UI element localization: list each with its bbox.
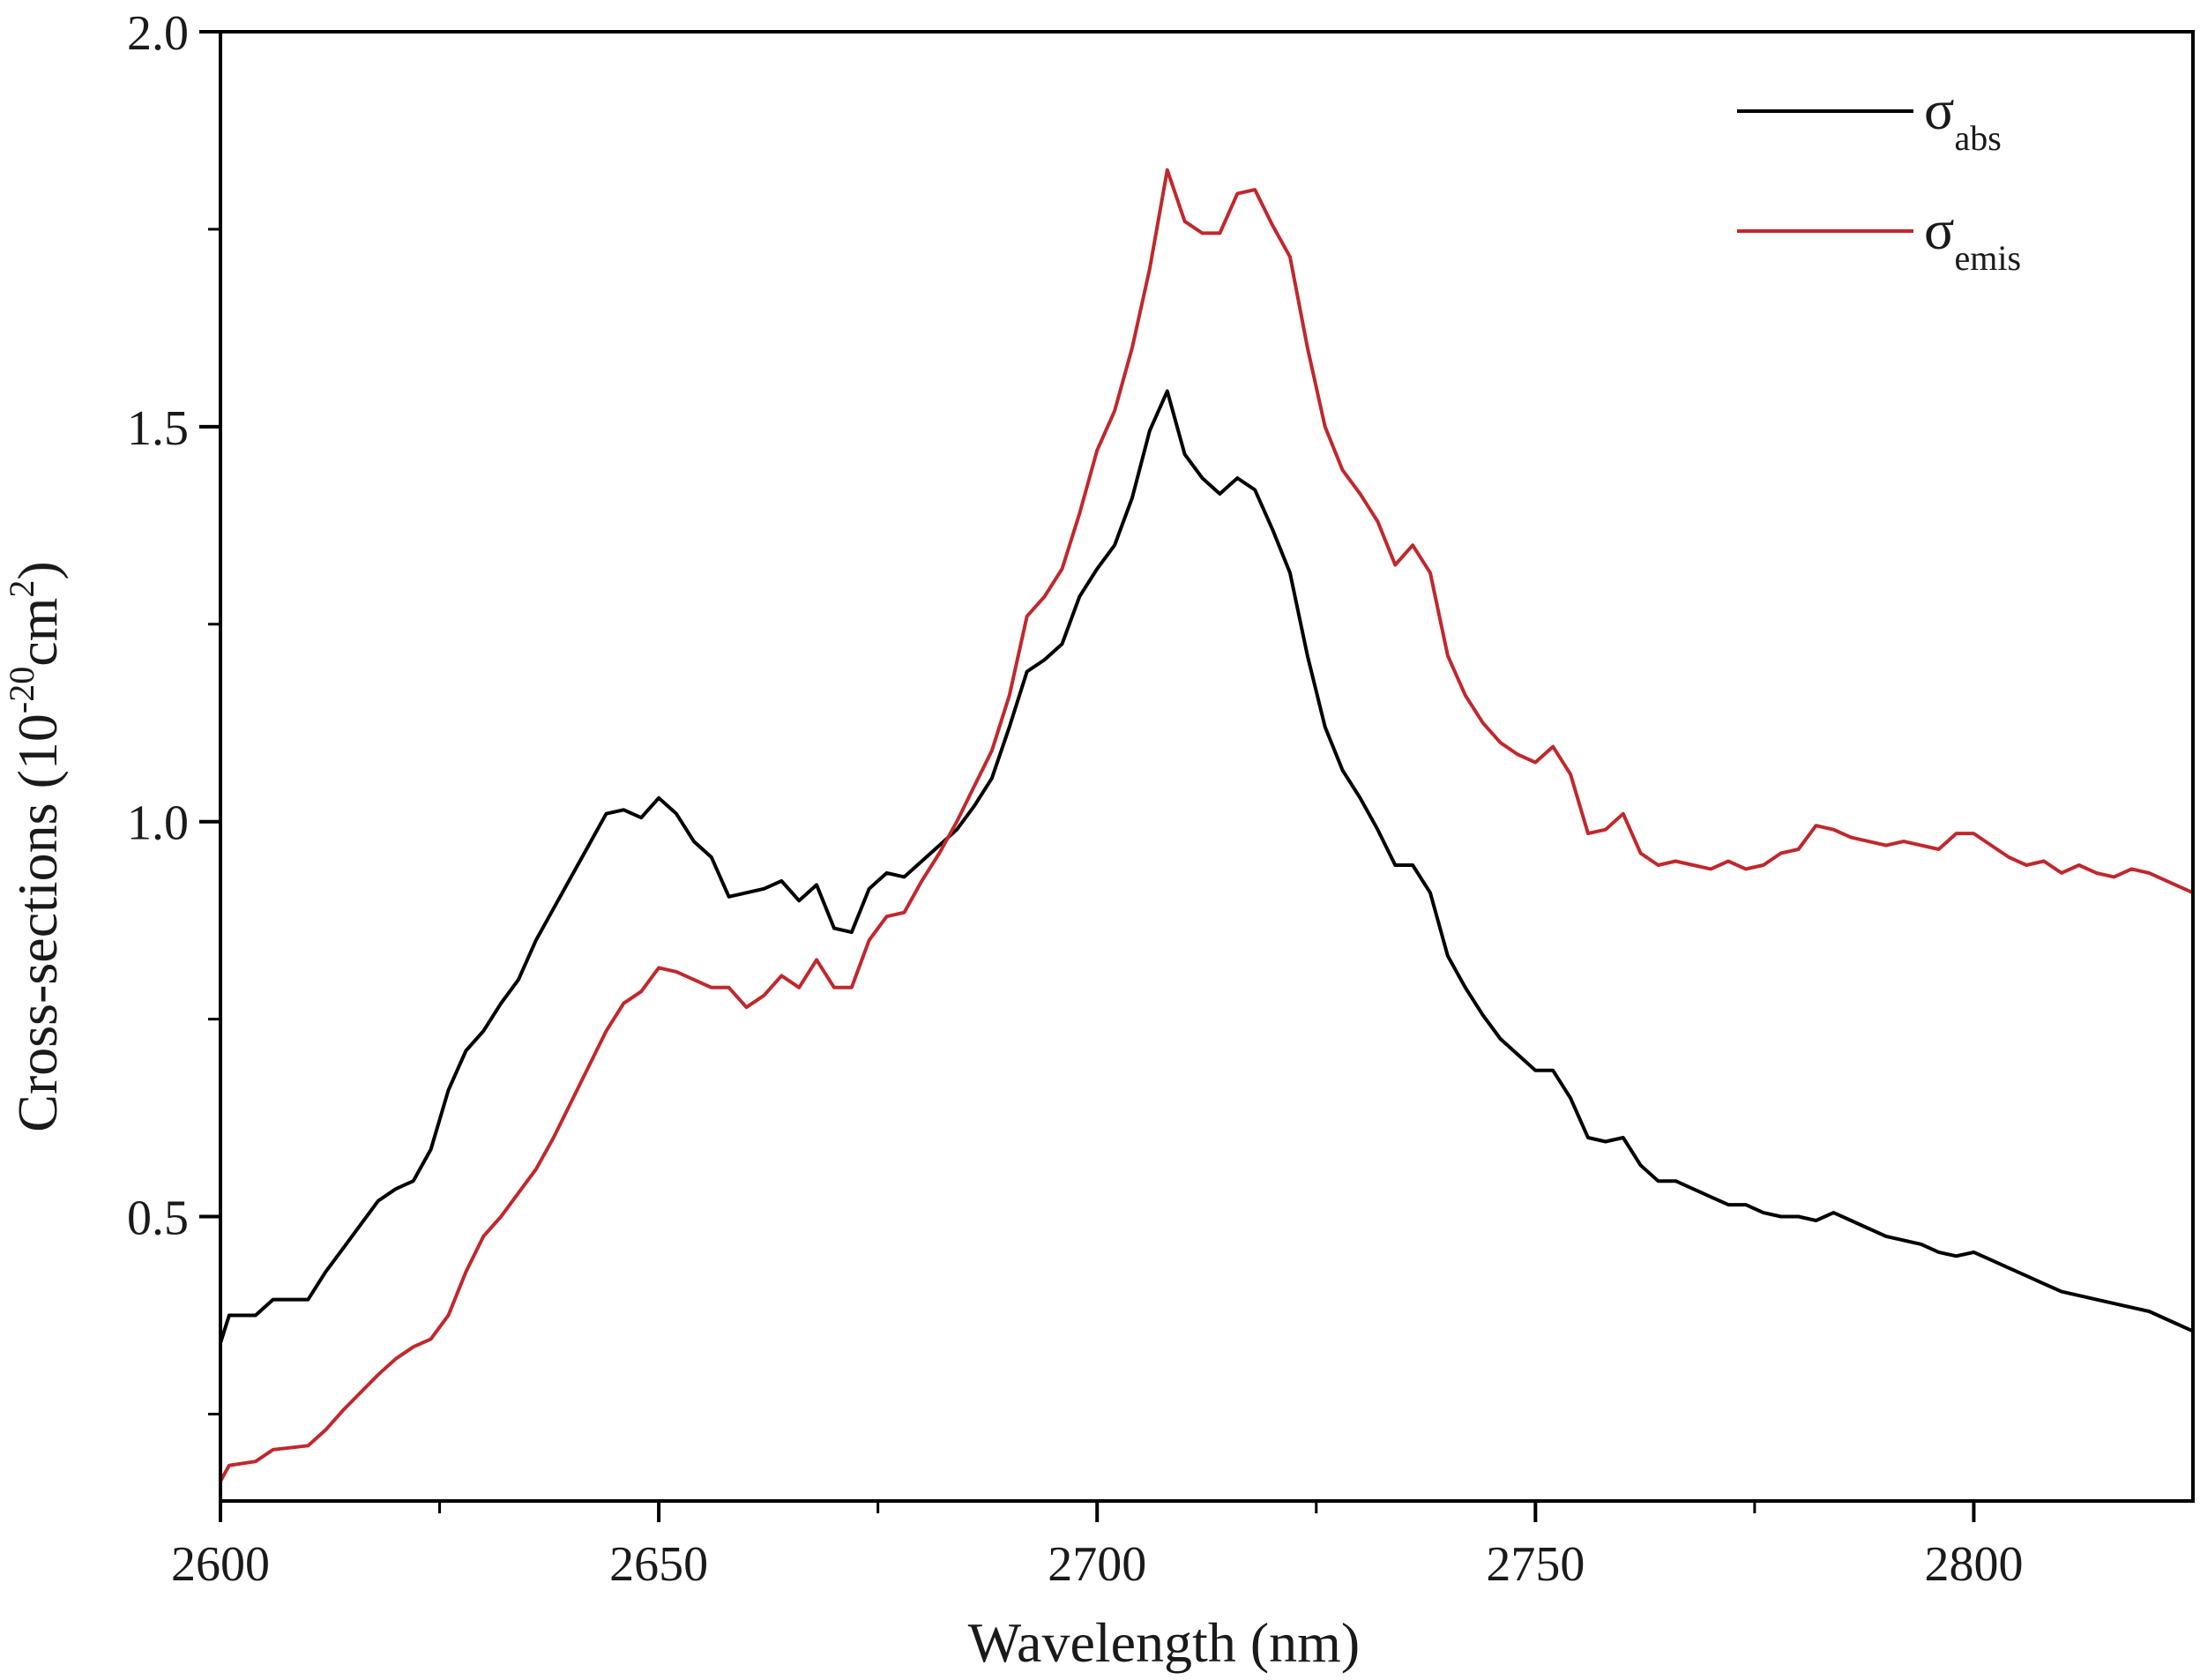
y-axis-title-middle: cm (6, 598, 69, 667)
series-line-abs (219, 389, 2195, 1345)
x-tick-label: 2700 (1048, 1537, 1146, 1592)
x-tick-label: 2650 (609, 1537, 708, 1592)
legend-label-abs: σabs (1924, 78, 2002, 158)
x-tick-label: 2800 (1924, 1537, 2023, 1592)
legend-label-emis: σemis (1924, 198, 2021, 278)
plot-frame (219, 30, 2195, 1503)
minor-ticks (208, 228, 1756, 1513)
series-line-emis (219, 168, 2195, 1483)
y-tick-label: 0.5 (127, 1191, 189, 1246)
y-axis-title-suffix: ) (6, 561, 69, 579)
tick-labels: 2600 2650 2700 2750 2800 0.5 1.0 1.5 2.0 (127, 6, 2023, 1592)
y-axis-title-exponent-1: -20 (2, 667, 41, 713)
series-layer (219, 168, 2195, 1483)
y-tick-label: 2.0 (127, 6, 189, 61)
x-tick-label: 2600 (171, 1537, 270, 1592)
y-tick-label: 1.0 (127, 796, 189, 851)
major-ticks (199, 30, 1976, 1522)
y-axis-title-exponent-2: 2 (2, 580, 41, 598)
y-axis-title-prefix: Cross-sections (10 (6, 713, 69, 1132)
legend: σabs σemis (1737, 78, 2021, 278)
y-axis-title: Cross-sections (10-20cm2) (2, 561, 69, 1131)
y-tick-label: 1.5 (127, 401, 189, 456)
x-tick-label: 2750 (1486, 1537, 1585, 1592)
x-axis-title: Wavelength (nm) (968, 1611, 1360, 1674)
